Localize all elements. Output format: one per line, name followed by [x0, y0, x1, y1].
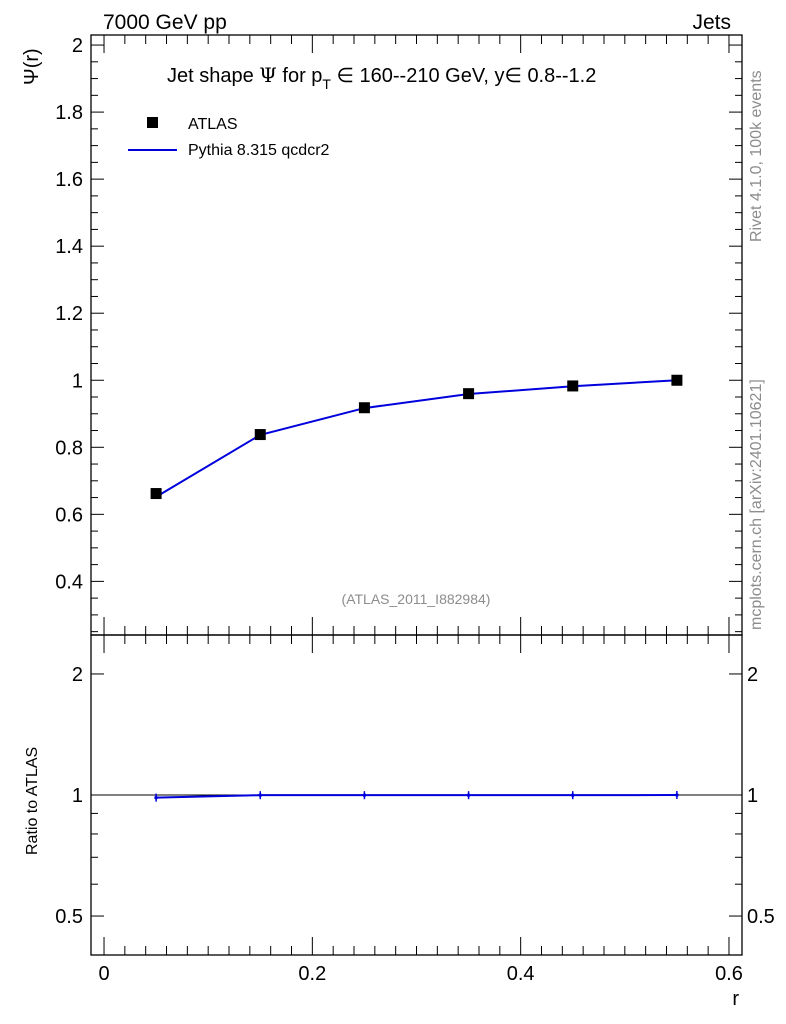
ratio-line: [156, 794, 677, 799]
main-y-tick-label: 1.6: [55, 169, 83, 191]
main-y-tick-label: 1: [72, 370, 83, 392]
chart-title: Jet shape Ψ for pT ∈ 160--210 GeV, y∈ 0.…: [167, 63, 596, 92]
main-y-tick-label: 1.2: [55, 303, 83, 325]
x-tick-label: 0.2: [298, 963, 326, 985]
main-y-tick-label: 0.8: [55, 437, 83, 459]
ratio-y-tick-label: 2: [72, 664, 83, 686]
atlas-marker: [671, 374, 683, 386]
atlas-marker: [150, 488, 162, 500]
atlas-marker: [358, 402, 370, 414]
ratio-y-axis-label: Ratio to ATLAS: [24, 747, 41, 855]
main-y-tick-label: 0.6: [55, 504, 83, 526]
ratio-point: [675, 793, 679, 797]
legend-mc-label: Pythia 8.315 qcdcr2: [188, 142, 330, 159]
ratio-point: [362, 793, 367, 797]
analysis-watermark: (ATLAS_2011_I882984): [342, 591, 491, 607]
mcplots-label: mcplots.cern.ch [arXiv:2401.10621]: [748, 379, 765, 630]
ratio-y-ticks: 0.5 0.5 1 1 2 2: [55, 664, 775, 956]
main-series: [150, 374, 683, 500]
ratio-point: [570, 793, 575, 797]
main-y-tick-label: 1.4: [55, 236, 83, 258]
main-y-tick-label: 2: [72, 35, 83, 57]
ratio-y-tick-label: 1: [72, 785, 83, 807]
header-left: 7000 GeV pp: [103, 11, 227, 34]
ratio-y-tick-label-right: 1: [747, 785, 758, 807]
legend: ATLAS Pythia 8.315 qcdcr2: [128, 116, 330, 159]
main-y-axis-label: Ψ(r): [21, 48, 43, 85]
ratio-y-tick-label-right: 2: [747, 664, 758, 686]
x-tick-label: 0.4: [507, 963, 535, 985]
atlas-marker: [567, 380, 579, 392]
x-tick-label: 0.6: [715, 963, 743, 985]
atlas-marker: [463, 388, 475, 400]
ratio-series: [154, 791, 679, 802]
header-right: Jets: [692, 11, 731, 34]
x-axis-label: r: [732, 988, 739, 1010]
ratio-point: [258, 793, 263, 797]
ratio-y-tick-label: 0.5: [55, 906, 83, 928]
legend-atlas-label: ATLAS: [188, 116, 238, 133]
main-y-tick-label: 1.8: [55, 102, 83, 124]
x-ticks: 0 0.2 0.4 0.6: [98, 35, 743, 985]
x-tick-label: 0: [98, 963, 109, 985]
mc-line: [155, 379, 677, 498]
main-y-ticks: 0.4 0.6 0.8 1 1.2 1.4 1.6 1.8 2: [55, 35, 742, 633]
atlas-marker: [254, 429, 266, 441]
ratio-point: [154, 795, 158, 800]
legend-atlas-marker: [147, 117, 158, 128]
main-y-tick-label: 0.4: [55, 571, 83, 593]
ratio-y-tick-label-right: 0.5: [747, 906, 775, 928]
ratio-point: [466, 793, 471, 797]
rivet-label: Rivet 4.1.0, 100k events: [748, 70, 765, 242]
